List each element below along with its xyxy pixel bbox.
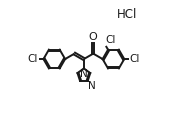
Text: N: N [88,81,96,91]
Text: Cl: Cl [129,54,140,64]
Text: HCl: HCl [117,8,138,21]
Text: N: N [80,69,88,79]
Text: O: O [89,32,98,42]
Text: Cl: Cl [28,54,38,64]
Text: Cl: Cl [105,35,116,45]
